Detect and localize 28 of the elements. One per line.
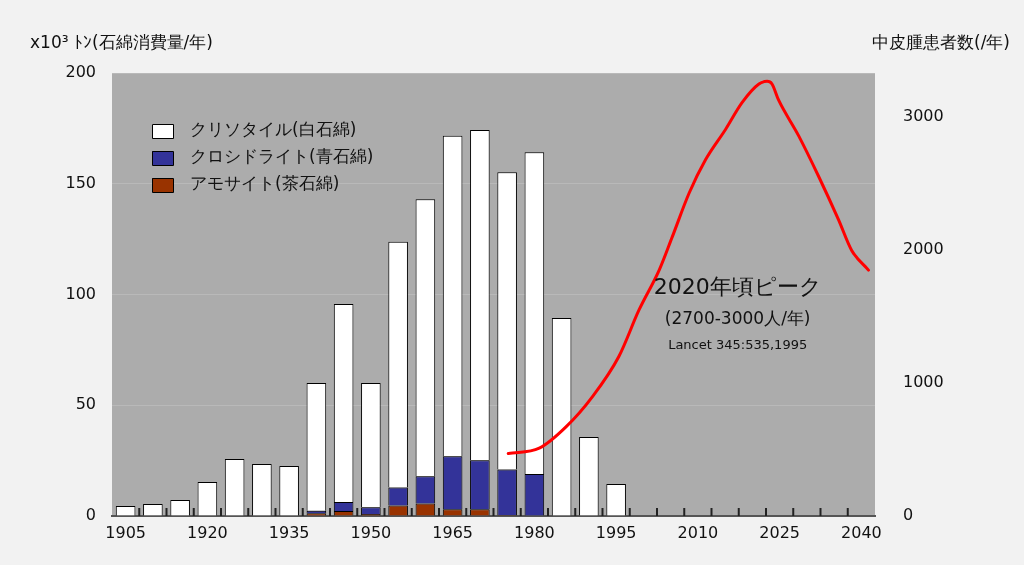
line-series <box>506 79 870 456</box>
y-tick-label: 100 <box>65 283 96 303</box>
annotation: (2700-3000人/年) <box>664 308 811 329</box>
annotation: 2020年頃ピーク <box>653 273 822 299</box>
y-tick-label: 150 <box>65 172 96 192</box>
y2-tick-label: 2000 <box>903 239 944 259</box>
x-tick-label: 2010 <box>677 522 719 542</box>
x-tick-label: 2040 <box>841 522 882 542</box>
x-tick-label: 1920 <box>187 522 228 542</box>
legend-label: アモサイト(茶石綿) <box>190 173 340 194</box>
y2-tick-label: 0 <box>903 505 914 525</box>
x-tick-label: 1935 <box>268 522 310 542</box>
y-tick-label: 50 <box>75 394 96 414</box>
x-tick-label: 1950 <box>350 522 392 542</box>
legend-label: クロシドライト(青石綿) <box>190 146 374 167</box>
y-tick-label: 200 <box>65 62 96 82</box>
y2-tick-label: 3000 <box>903 106 944 126</box>
x-tick-label: 1980 <box>514 522 555 542</box>
x-tick-label: 1965 <box>432 522 473 542</box>
legend-label: クリソタイル(白石綿) <box>190 119 357 140</box>
annotation: Lancet 345:535,1995 <box>668 337 808 353</box>
y-axis-title: x10³ ﾄﾝ(石綿消費量/年) <box>30 32 213 53</box>
x-tick-label: 1905 <box>105 522 146 542</box>
x-tick-label: 1995 <box>595 522 637 542</box>
y-tick-label: 0 <box>85 505 96 525</box>
y2-tick-label: 1000 <box>903 372 944 392</box>
y2-axis-title: 中皮腫患者数(/年) <box>872 32 1010 53</box>
x-tick-label: 2025 <box>759 522 800 542</box>
